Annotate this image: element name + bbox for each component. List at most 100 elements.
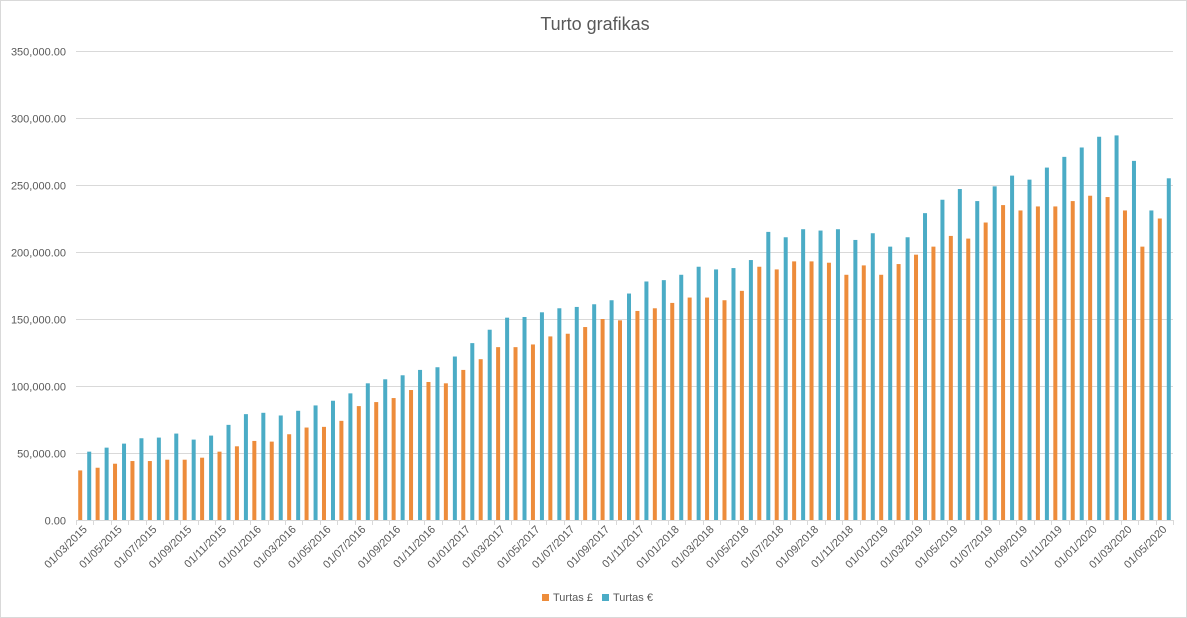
bar [583,327,588,520]
bar [513,347,518,520]
bar [809,261,814,520]
bar [409,390,414,520]
bar [418,369,423,520]
bar [1114,135,1119,521]
bar [365,383,370,520]
bar [975,201,980,520]
y-tick-label: 300,000.00 [11,114,66,126]
bar [1105,197,1110,520]
bar [696,266,701,520]
bar [174,433,179,520]
bar [304,427,309,520]
bar [383,379,388,520]
y-tick-label: 150,000.00 [11,315,66,327]
bar [835,229,840,520]
y-tick-label: 200,000.00 [11,248,66,260]
bar [1018,210,1023,520]
bar [252,440,257,520]
bar [905,237,910,520]
bar [870,233,875,521]
bar [705,297,710,520]
bar [792,261,797,520]
bar [983,222,988,520]
bar [234,446,239,520]
bar [818,230,823,520]
bar [687,297,692,520]
bar [618,320,622,520]
legend-label: Turtas € [613,592,653,604]
y-tick-label: 250,000.00 [11,181,66,193]
bar [209,435,214,520]
bar [226,424,231,520]
bar [1001,205,1006,520]
bar [147,461,152,520]
bar [923,213,928,520]
bar [731,268,736,520]
bar [400,375,405,520]
bar [339,420,344,520]
bar [722,300,727,520]
bar [557,308,562,520]
bar [670,302,675,520]
bar [217,451,222,520]
bar [652,308,657,520]
y-tick-label: 100,000.00 [11,382,66,394]
bar [348,393,353,520]
bar [1131,160,1136,520]
bar [522,316,527,520]
bar [487,329,492,520]
y-tick-label: 0.00 [45,516,66,528]
bar [1027,179,1032,520]
bar [539,312,544,520]
bar [627,293,631,520]
bar [801,229,806,520]
y-tick-label: 350,000.00 [11,47,66,59]
bar [156,437,161,520]
legend-swatch [602,594,609,601]
bar [992,186,997,520]
bar [261,412,266,520]
bar [1053,206,1058,520]
bar [470,343,475,520]
bar [1122,210,1127,520]
bar [748,260,753,520]
bar [78,470,83,520]
bar [1157,218,1162,520]
bar [191,439,196,520]
bar [122,443,127,520]
bar [739,290,744,520]
bar [130,461,135,520]
bar [940,199,945,521]
bar [182,459,187,520]
bar [861,265,866,520]
bar [1149,210,1154,520]
bar [574,306,579,520]
bar [931,246,936,520]
bar [435,367,440,520]
bar [661,280,666,520]
bar [679,274,684,520]
bar [113,463,118,520]
bar [104,447,109,520]
bar [139,438,144,520]
bar [278,415,283,520]
bar [644,281,649,520]
bar [1070,201,1075,520]
bar [287,434,292,520]
bar [1166,178,1171,521]
bar [296,410,301,520]
bar [957,189,962,520]
legend-label: Turtas £ [553,592,593,604]
legend-swatch [542,594,549,601]
bar [426,381,431,520]
bar [330,400,335,520]
bar [1035,206,1040,520]
bar [478,359,483,520]
bar [530,344,535,520]
bar [313,405,318,520]
bar [948,235,953,521]
bar [443,383,448,520]
bar [1088,195,1093,520]
